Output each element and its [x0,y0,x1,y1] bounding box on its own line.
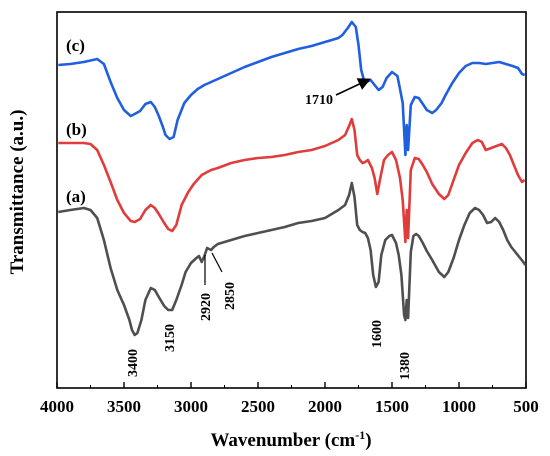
curve-label-b: (b) [66,120,87,139]
arrow-1710 [335,78,371,96]
peak-label-1600: 1600 [370,320,385,348]
curve-label-c: (c) [66,36,85,55]
peak-label-1380: 1380 [398,352,413,380]
curve-label-a: (a) [66,187,86,206]
x-axis-title-main: Wavenumber (cm [210,430,355,451]
leader-2850 [211,252,223,273]
x-tick-label-1000: 1000 [442,397,476,416]
peak-label-3150: 3150 [163,324,178,352]
x-axis-title-sup: -1 [355,428,365,442]
peak-label-3400: 3400 [126,349,141,377]
x-tick-label-3000: 3000 [174,397,208,416]
peak-label-2920: 2920 [199,293,214,321]
x-tick-label-3500: 3500 [107,397,141,416]
series-layer [58,20,527,337]
y-axis-title: Transmittance (a.u.) [7,110,28,275]
x-tick-label-2000: 2000 [308,397,342,416]
x-tick-label-500: 500 [513,397,539,416]
x-tick-label-4000: 4000 [40,397,74,416]
x-axis-title: Wavenumber (cm-1) [210,428,371,451]
series-line-2 [58,181,527,337]
peak-label-1710: 1710 [305,93,333,108]
x-axis-title-close: ) [365,430,371,451]
plot-frame [56,11,527,389]
x-tick-label-1500: 1500 [375,397,409,416]
x-tick-label-2500: 2500 [241,397,275,416]
series-line-0 [58,20,526,157]
x-axis: 4000 3500 3000 2500 2000 1500 1000 500 [40,382,539,416]
peak-label-2850: 2850 [223,282,238,310]
series-line-1 [58,117,526,244]
